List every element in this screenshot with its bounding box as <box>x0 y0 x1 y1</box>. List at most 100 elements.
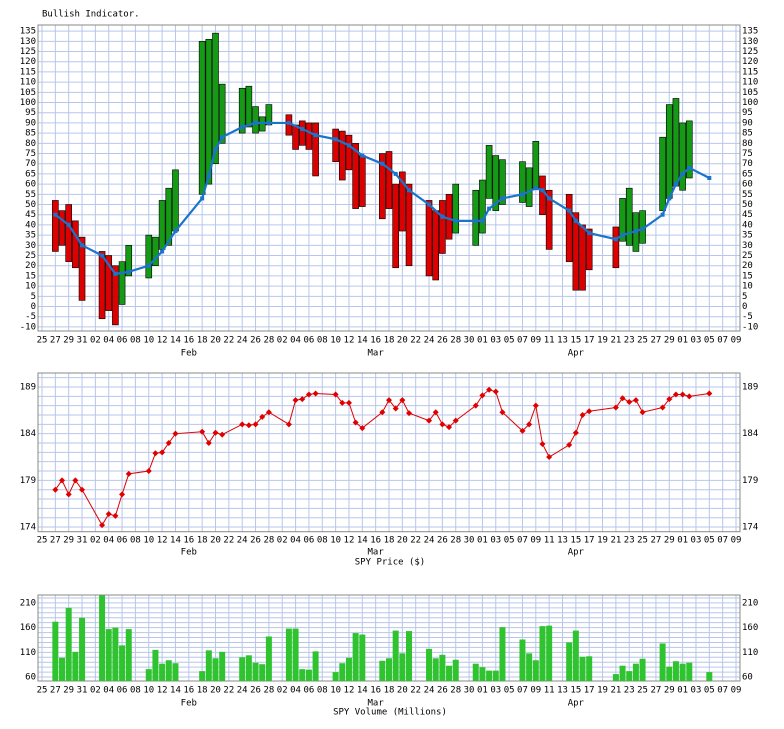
x-tick-label: 15 <box>570 336 581 346</box>
indicator-point <box>573 218 578 223</box>
price-point <box>612 404 619 411</box>
x-tick-label: 04 <box>103 686 114 696</box>
x-tick-label: 08 <box>317 686 328 696</box>
y-tick-label: 70 <box>25 159 36 169</box>
y-tick-label: 100 <box>742 98 758 108</box>
indicator-point <box>100 253 105 258</box>
x-tick-label: 08 <box>130 686 141 696</box>
x-tick-label: 18 <box>384 536 395 546</box>
month-label: Mar <box>368 699 385 709</box>
indicator-point <box>146 263 151 268</box>
x-tick-label: 02 <box>90 686 101 696</box>
y-tick-label: 50 <box>25 200 36 210</box>
price-point <box>659 404 666 411</box>
y-tick-label: 35 <box>25 231 36 241</box>
x-tick-label: 12 <box>157 686 168 696</box>
volume-bar <box>339 663 346 681</box>
volume-bar <box>446 665 453 681</box>
volume-bar <box>619 665 626 681</box>
indicator-point <box>520 192 525 197</box>
x-tick-label: 07 <box>717 336 728 346</box>
volume-bar <box>626 671 633 681</box>
indicator-point <box>380 161 385 166</box>
price-point <box>205 440 212 447</box>
indicator-point <box>173 229 178 234</box>
price-point <box>399 397 406 404</box>
volume-bar <box>499 627 506 681</box>
bar <box>425 200 433 277</box>
y-tick-label: 179 <box>20 476 36 486</box>
y-tick-label: 60 <box>25 180 36 190</box>
price-point <box>52 486 59 493</box>
y-tick-label: 60 <box>742 673 753 683</box>
bar <box>499 159 506 205</box>
volume-bar <box>432 658 439 681</box>
price-point <box>486 386 493 393</box>
x-tick-label: 06 <box>117 686 128 696</box>
x-tick-label: 23 <box>624 686 635 696</box>
y-tick-label: 110 <box>742 648 758 658</box>
y-tick-label: 184 <box>20 429 36 439</box>
y-tick-label: 60 <box>742 180 753 190</box>
bar <box>452 183 460 234</box>
month-label: Mar <box>368 548 385 558</box>
y-tick-label: 160 <box>742 623 758 633</box>
plot-frame <box>37 24 741 332</box>
bar <box>158 200 166 250</box>
x-tick-label: 03 <box>691 686 702 696</box>
bar <box>338 130 346 181</box>
x-tick-label: 02 <box>90 336 101 346</box>
x-tick-label: 07 <box>517 336 528 346</box>
x-tick-label: 09 <box>731 536 742 546</box>
x-tick-label: 26 <box>437 536 448 546</box>
volume-bar <box>632 663 639 681</box>
indicator-point <box>633 229 638 234</box>
x-tick-label: 05 <box>704 336 715 346</box>
y-tick-label: 20 <box>25 261 36 271</box>
price-point <box>105 510 112 517</box>
price-point <box>492 388 499 395</box>
volume-bar <box>299 669 306 681</box>
volume-bar <box>239 657 246 681</box>
price-point <box>219 431 226 438</box>
y-tick-label: 55 <box>25 190 36 200</box>
x-tick-label: 16 <box>183 536 194 546</box>
x-tick-label: 31 <box>77 686 88 696</box>
indicator-point <box>620 233 625 238</box>
volume-bar <box>165 660 172 681</box>
indicator-point <box>587 231 592 236</box>
bar <box>305 122 313 150</box>
volume-bar <box>245 655 252 681</box>
volume-bar <box>125 629 132 681</box>
indicator-point <box>567 208 572 213</box>
bar <box>332 128 339 162</box>
x-tick-label: 16 <box>183 686 194 696</box>
indicator-point <box>533 186 538 191</box>
bar <box>118 261 126 305</box>
x-tick-label: 29 <box>664 686 675 696</box>
y-tick-label: 75 <box>742 149 753 159</box>
x-tick-label: 31 <box>77 336 88 346</box>
x-tick-label: 27 <box>651 336 662 346</box>
indicator-point <box>540 188 545 193</box>
bar <box>405 183 413 267</box>
price-point <box>632 397 639 404</box>
indicator-point <box>473 218 478 223</box>
volume-bar <box>219 651 226 681</box>
x-tick-label: 05 <box>704 536 715 546</box>
x-tick-label: 05 <box>504 336 515 346</box>
panel-title: SPY Price ($) <box>355 558 425 568</box>
bar <box>312 122 319 177</box>
price-point <box>546 454 553 461</box>
x-tick-label: 24 <box>424 336 435 346</box>
x-tick-label: 13 <box>557 336 568 346</box>
y-tick-label: 30 <box>742 241 753 251</box>
price-point <box>639 409 646 416</box>
bar <box>205 38 213 185</box>
bar <box>245 85 253 128</box>
price-point <box>59 477 66 484</box>
volume-bar <box>566 642 573 681</box>
x-tick-label: 18 <box>197 336 208 346</box>
x-tick-label: 19 <box>597 536 608 546</box>
